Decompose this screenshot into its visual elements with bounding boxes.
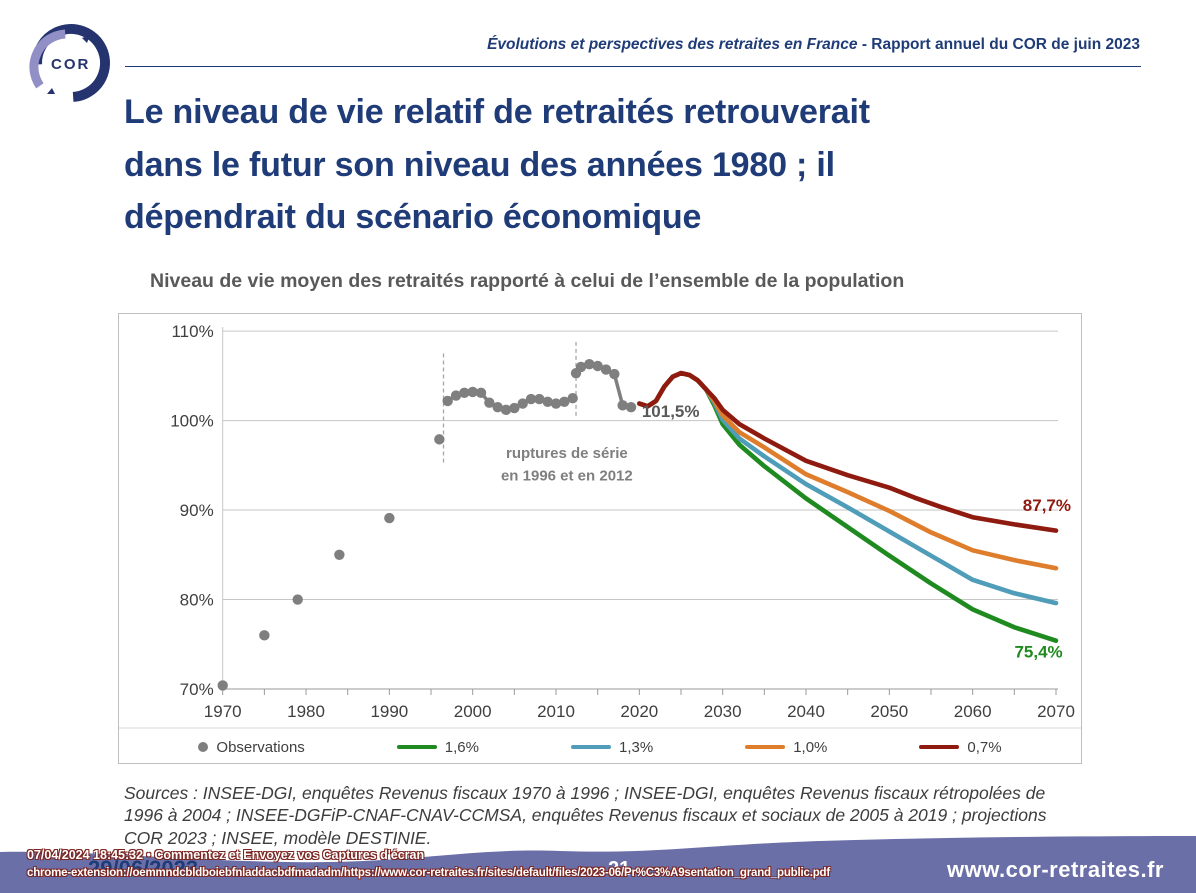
- observation-point: [509, 402, 520, 414]
- observation-point: [550, 398, 562, 409]
- cor-logo-text: COR: [51, 56, 90, 73]
- legend-label: 0,7%: [967, 738, 1002, 756]
- legend-item-0,7%: 0,7%: [919, 738, 1002, 756]
- observation-point: [625, 401, 637, 413]
- observation-point: [459, 387, 470, 399]
- legend-item-1,0%: 1,0%: [745, 739, 827, 756]
- screenshot-overlay-caption: 07/04/2024 18:45:32 • Commentez et Envoy…: [27, 848, 425, 862]
- observation-point: [609, 368, 620, 380]
- observation-point: [434, 434, 445, 445]
- legend-label: 1,3%: [618, 738, 654, 756]
- observation-point: [592, 360, 603, 372]
- observation-point: [442, 395, 453, 407]
- chart-annotation: 101,5%: [642, 402, 700, 421]
- observation-point: [259, 630, 270, 641]
- x-tick-label: 2050: [870, 702, 908, 721]
- x-tick-label: 2020: [620, 702, 658, 721]
- observation-point: [492, 401, 503, 413]
- report-header: Évolutions et perspectives des retraites…: [240, 36, 1140, 54]
- chart-annotation: 87,7%: [1023, 496, 1071, 515]
- observation-point: [542, 396, 553, 407]
- slide-date: 29/06/2023: [88, 856, 199, 881]
- legend-line-marker: [396, 744, 437, 750]
- website-link[interactable]: www.cor-retraites.fr: [946, 857, 1164, 882]
- scenario-line-1,0%: [637, 370, 1059, 571]
- y-tick-label: 80%: [180, 591, 214, 610]
- observation-point: [450, 390, 462, 401]
- legend-label: Observations: [216, 738, 305, 756]
- page-number: 21: [608, 858, 631, 880]
- observation-point: [217, 680, 228, 691]
- x-tick-label: 1980: [287, 702, 325, 721]
- cor-logo-icon: COR: [29, 24, 110, 105]
- y-tick-label: 110%: [171, 322, 213, 341]
- sources-note: Sources : INSEE-DGI, enquêtes Revenus fi…: [124, 783, 1047, 848]
- y-tick-label: 100%: [170, 412, 213, 431]
- chart-heading: Niveau de vie moyen des retraités rappor…: [150, 270, 905, 292]
- observation-point: [600, 364, 612, 375]
- observation-point: [617, 400, 628, 411]
- y-tick-label: 90%: [180, 501, 214, 520]
- observation-point: [525, 393, 537, 405]
- legend-dot-marker: [198, 742, 209, 752]
- observation-point: [292, 594, 303, 605]
- scenario-line-1,3%: [637, 370, 1059, 606]
- footer-wave: [0, 836, 1196, 893]
- legend-label: 1,6%: [444, 738, 479, 756]
- chart-legend: Observations 1,6% 1,3% 1,0% 0,7%: [119, 732, 1081, 762]
- legend-item-1,3%: 1,3%: [570, 738, 654, 756]
- x-tick-label: 1970: [204, 702, 242, 721]
- legend-line-marker: [745, 744, 786, 750]
- observation-point: [517, 398, 528, 409]
- x-tick-label: 1990: [370, 702, 408, 721]
- cor-logo: COR: [24, 16, 116, 112]
- x-tick-label: 2060: [954, 702, 992, 721]
- report-title-italic: Évolutions et perspectives des retraites…: [487, 36, 858, 53]
- header-rule: [125, 66, 1141, 67]
- observation-point: [500, 404, 512, 416]
- observation-point: [559, 396, 570, 407]
- x-tick-label: 2030: [704, 702, 742, 721]
- observation-point: [584, 359, 595, 370]
- line-chart: 70% 80% 90% 100% 110% 1970 1980 1990 2000 2010 202…: [119, 322, 1081, 729]
- observation-point: [484, 397, 495, 408]
- chart-annotation: en 1996 et en 2012: [501, 468, 633, 485]
- x-tick-label: 2040: [787, 702, 825, 721]
- page-title: Le niveau de vie relatif de retraités re…: [124, 93, 870, 237]
- x-tick-label: 2070: [1037, 702, 1075, 721]
- observation-point: [467, 386, 478, 398]
- x-tick-label: 2010: [537, 702, 575, 721]
- observation-point: [534, 393, 545, 405]
- chart-annotation: 75,4%: [1014, 643, 1062, 662]
- y-tick-label: 70%: [180, 680, 214, 699]
- observation-point: [334, 549, 345, 560]
- screenshot-overlay-url: chrome-extension://oemmndcbldboiebfnladd…: [27, 867, 830, 879]
- legend-item-Observations: Observations: [198, 738, 305, 756]
- legend-line-marker: [570, 744, 611, 750]
- observation-point: [384, 512, 395, 524]
- observation-point: [567, 393, 578, 404]
- legend-item-1,6%: 1,6%: [396, 738, 479, 756]
- x-tick-label: 2000: [454, 702, 492, 721]
- scenario-line-0,7%: [637, 370, 1059, 533]
- legend-line-marker: [919, 744, 960, 750]
- observation-point: [475, 387, 487, 399]
- observation-point: [575, 361, 587, 373]
- chart-area: 70% 80% 90% 100% 110% 1970 1980 1990 2000 2010 202…: [118, 313, 1082, 764]
- report-title-rest: - Rapport annuel du COR de juin 2023: [857, 36, 1140, 53]
- chart-annotation: ruptures de série: [506, 445, 628, 462]
- legend-label: 1,0%: [793, 738, 828, 756]
